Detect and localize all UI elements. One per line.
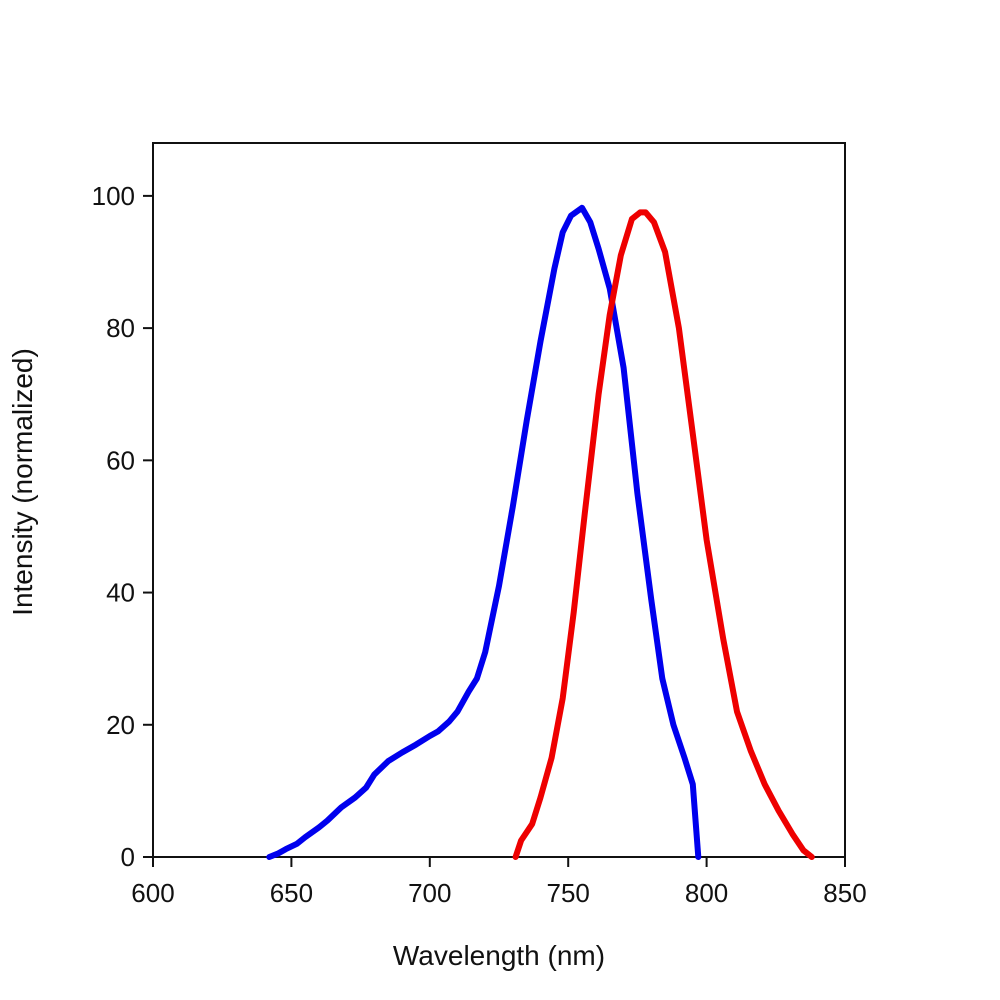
y-tick-label: 80 [106, 313, 135, 343]
x-tick-label: 850 [823, 878, 866, 908]
y-tick-label: 40 [106, 578, 135, 608]
x-tick-label: 650 [270, 878, 313, 908]
x-axis: 600 650 700 750 800 850 [131, 857, 867, 908]
y-tick-label: 0 [121, 842, 135, 872]
y-axis-label: Intensity (normalized) [7, 348, 38, 616]
y-tick-label: 60 [106, 445, 135, 475]
series-layer [266, 204, 815, 860]
plot-frame [152, 142, 846, 858]
red-series-line [512, 209, 815, 860]
x-tick-label: 800 [685, 878, 728, 908]
y-tick-label: 100 [92, 181, 135, 211]
x-tick-label: 750 [547, 878, 590, 908]
y-tick-label: 20 [106, 710, 135, 740]
x-axis-label: Wavelength (nm) [393, 940, 605, 971]
y-axis: 0 20 40 60 80 100 [92, 181, 153, 872]
x-tick-label: 700 [408, 878, 451, 908]
x-tick-label: 600 [131, 878, 174, 908]
blue-series-line [266, 204, 702, 860]
